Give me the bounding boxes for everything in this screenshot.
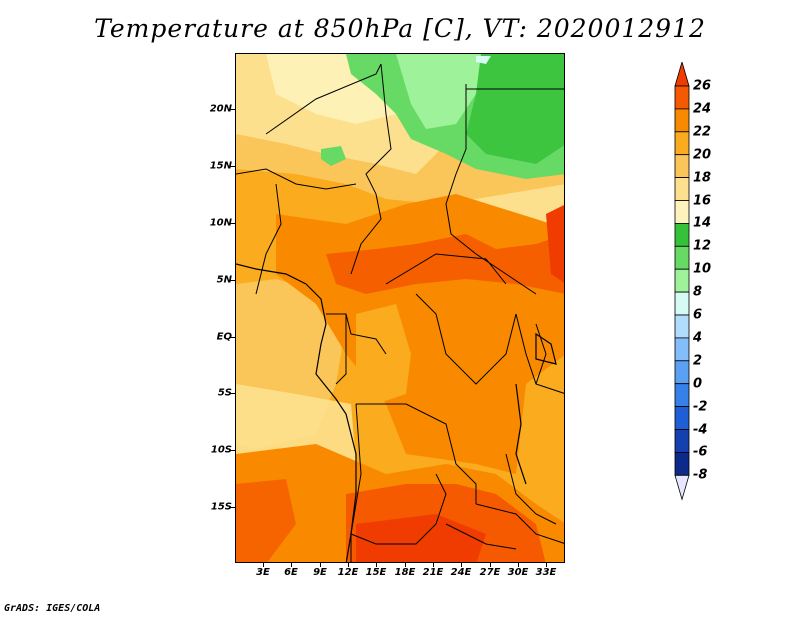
colorbar-label: 26 xyxy=(693,78,712,94)
lat-label-5n: 5N xyxy=(216,274,232,286)
colorbar-segment xyxy=(674,200,690,224)
colorbar-label: -2 xyxy=(693,399,708,415)
lon-label-24e: 24E xyxy=(450,567,472,578)
lon-label-30e: 30E xyxy=(507,567,529,578)
colorbar-segment xyxy=(674,291,690,316)
colorbar-label: 22 xyxy=(693,124,712,140)
colorbar-segment xyxy=(674,108,690,133)
temperature-map xyxy=(235,53,565,563)
lon-label-27e: 27E xyxy=(479,567,501,578)
field-26-east xyxy=(546,205,564,283)
lat-label-10n: 10N xyxy=(209,217,232,229)
lon-tick xyxy=(546,563,547,567)
field-12 xyxy=(466,54,564,164)
field-8 xyxy=(396,54,481,129)
colorbar-label: 2 xyxy=(693,353,703,369)
colorbar-label: -6 xyxy=(693,444,708,460)
lon-label-21e: 21E xyxy=(422,567,444,578)
lat-label-5s: 5S xyxy=(217,387,232,399)
lon-tick xyxy=(348,563,349,567)
colorbar-label: 14 xyxy=(693,215,712,231)
lon-label-3e: 3E xyxy=(256,567,270,578)
colorbar-segment xyxy=(674,85,690,110)
lat-tick xyxy=(230,450,235,451)
colorbar-segment xyxy=(674,222,690,247)
lon-tick xyxy=(291,563,292,567)
colorbar-label: 18 xyxy=(693,170,712,186)
chart-title: Temperature at 850hPa [C], VT: 202001291… xyxy=(94,14,706,43)
lon-label-18e: 18E xyxy=(394,567,416,578)
lon-tick xyxy=(320,563,321,567)
colorbar-label: 12 xyxy=(693,238,712,254)
lon-label-33e: 33E xyxy=(535,567,557,578)
colorbar-label: 0 xyxy=(693,376,703,392)
colorbar-segment xyxy=(674,429,690,453)
lon-tick xyxy=(263,563,264,567)
lon-tick xyxy=(518,563,519,567)
colorbar-label: -8 xyxy=(693,467,708,483)
field-26-south xyxy=(356,514,486,562)
lat-label-eq: EQ xyxy=(216,331,232,343)
lon-tick xyxy=(405,563,406,567)
field-6 xyxy=(476,56,491,64)
lon-label-15e: 15E xyxy=(365,567,387,578)
lon-tick xyxy=(490,563,491,567)
lat-tick xyxy=(230,109,235,110)
lat-tick xyxy=(230,280,235,281)
lon-tick xyxy=(461,563,462,567)
colorbar xyxy=(674,62,690,501)
lon-tick xyxy=(433,563,434,567)
colorbar-label: 24 xyxy=(693,101,712,117)
colorbar-segment xyxy=(674,268,690,293)
field-24-sw xyxy=(236,479,296,562)
lon-label-9e: 9E xyxy=(313,567,327,578)
field-10-patch xyxy=(321,146,346,166)
lon-tick xyxy=(376,563,377,567)
colorbar-label: 20 xyxy=(693,147,712,163)
lat-tick xyxy=(230,166,235,167)
colorbar-segment xyxy=(674,245,690,270)
lat-tick xyxy=(230,507,235,508)
lat-label-15n: 15N xyxy=(209,160,232,172)
lon-label-6e: 6E xyxy=(284,567,298,578)
lat-tick xyxy=(230,223,235,224)
colorbar-label: 8 xyxy=(693,284,703,300)
map-canvas xyxy=(236,54,564,562)
footer-credit: GrADS: IGES/COLA xyxy=(4,603,101,614)
colorbar-top-arrow xyxy=(674,62,690,87)
colorbar-label: -4 xyxy=(693,422,708,437)
lat-label-20n: 20N xyxy=(209,103,232,115)
colorbar-segment xyxy=(674,177,690,201)
colorbar-label: 4 xyxy=(693,330,703,346)
lat-label-10s: 10S xyxy=(210,444,232,456)
country-borders xyxy=(236,63,564,562)
field-20-inner xyxy=(356,304,411,404)
colorbar-segment xyxy=(674,406,690,430)
lon-label-12e: 12E xyxy=(337,567,359,578)
colorbar-segment xyxy=(674,154,690,178)
colorbar-segment xyxy=(674,337,690,362)
colorbar-segment xyxy=(674,131,690,156)
colorbar-label: 6 xyxy=(693,307,703,323)
colorbar-label: 10 xyxy=(693,261,712,277)
colorbar-segment xyxy=(674,383,690,408)
colorbar-segment xyxy=(674,314,690,339)
colorbar-segment xyxy=(674,451,690,476)
colorbar-bottom-arrow xyxy=(674,474,690,501)
lat-tick xyxy=(230,337,235,338)
lat-label-15s: 15S xyxy=(210,501,232,513)
colorbar-segment xyxy=(674,360,690,385)
coastline xyxy=(236,263,557,562)
lat-tick xyxy=(230,393,235,394)
field-24 xyxy=(326,234,564,294)
colorbar-label: 16 xyxy=(693,193,712,208)
